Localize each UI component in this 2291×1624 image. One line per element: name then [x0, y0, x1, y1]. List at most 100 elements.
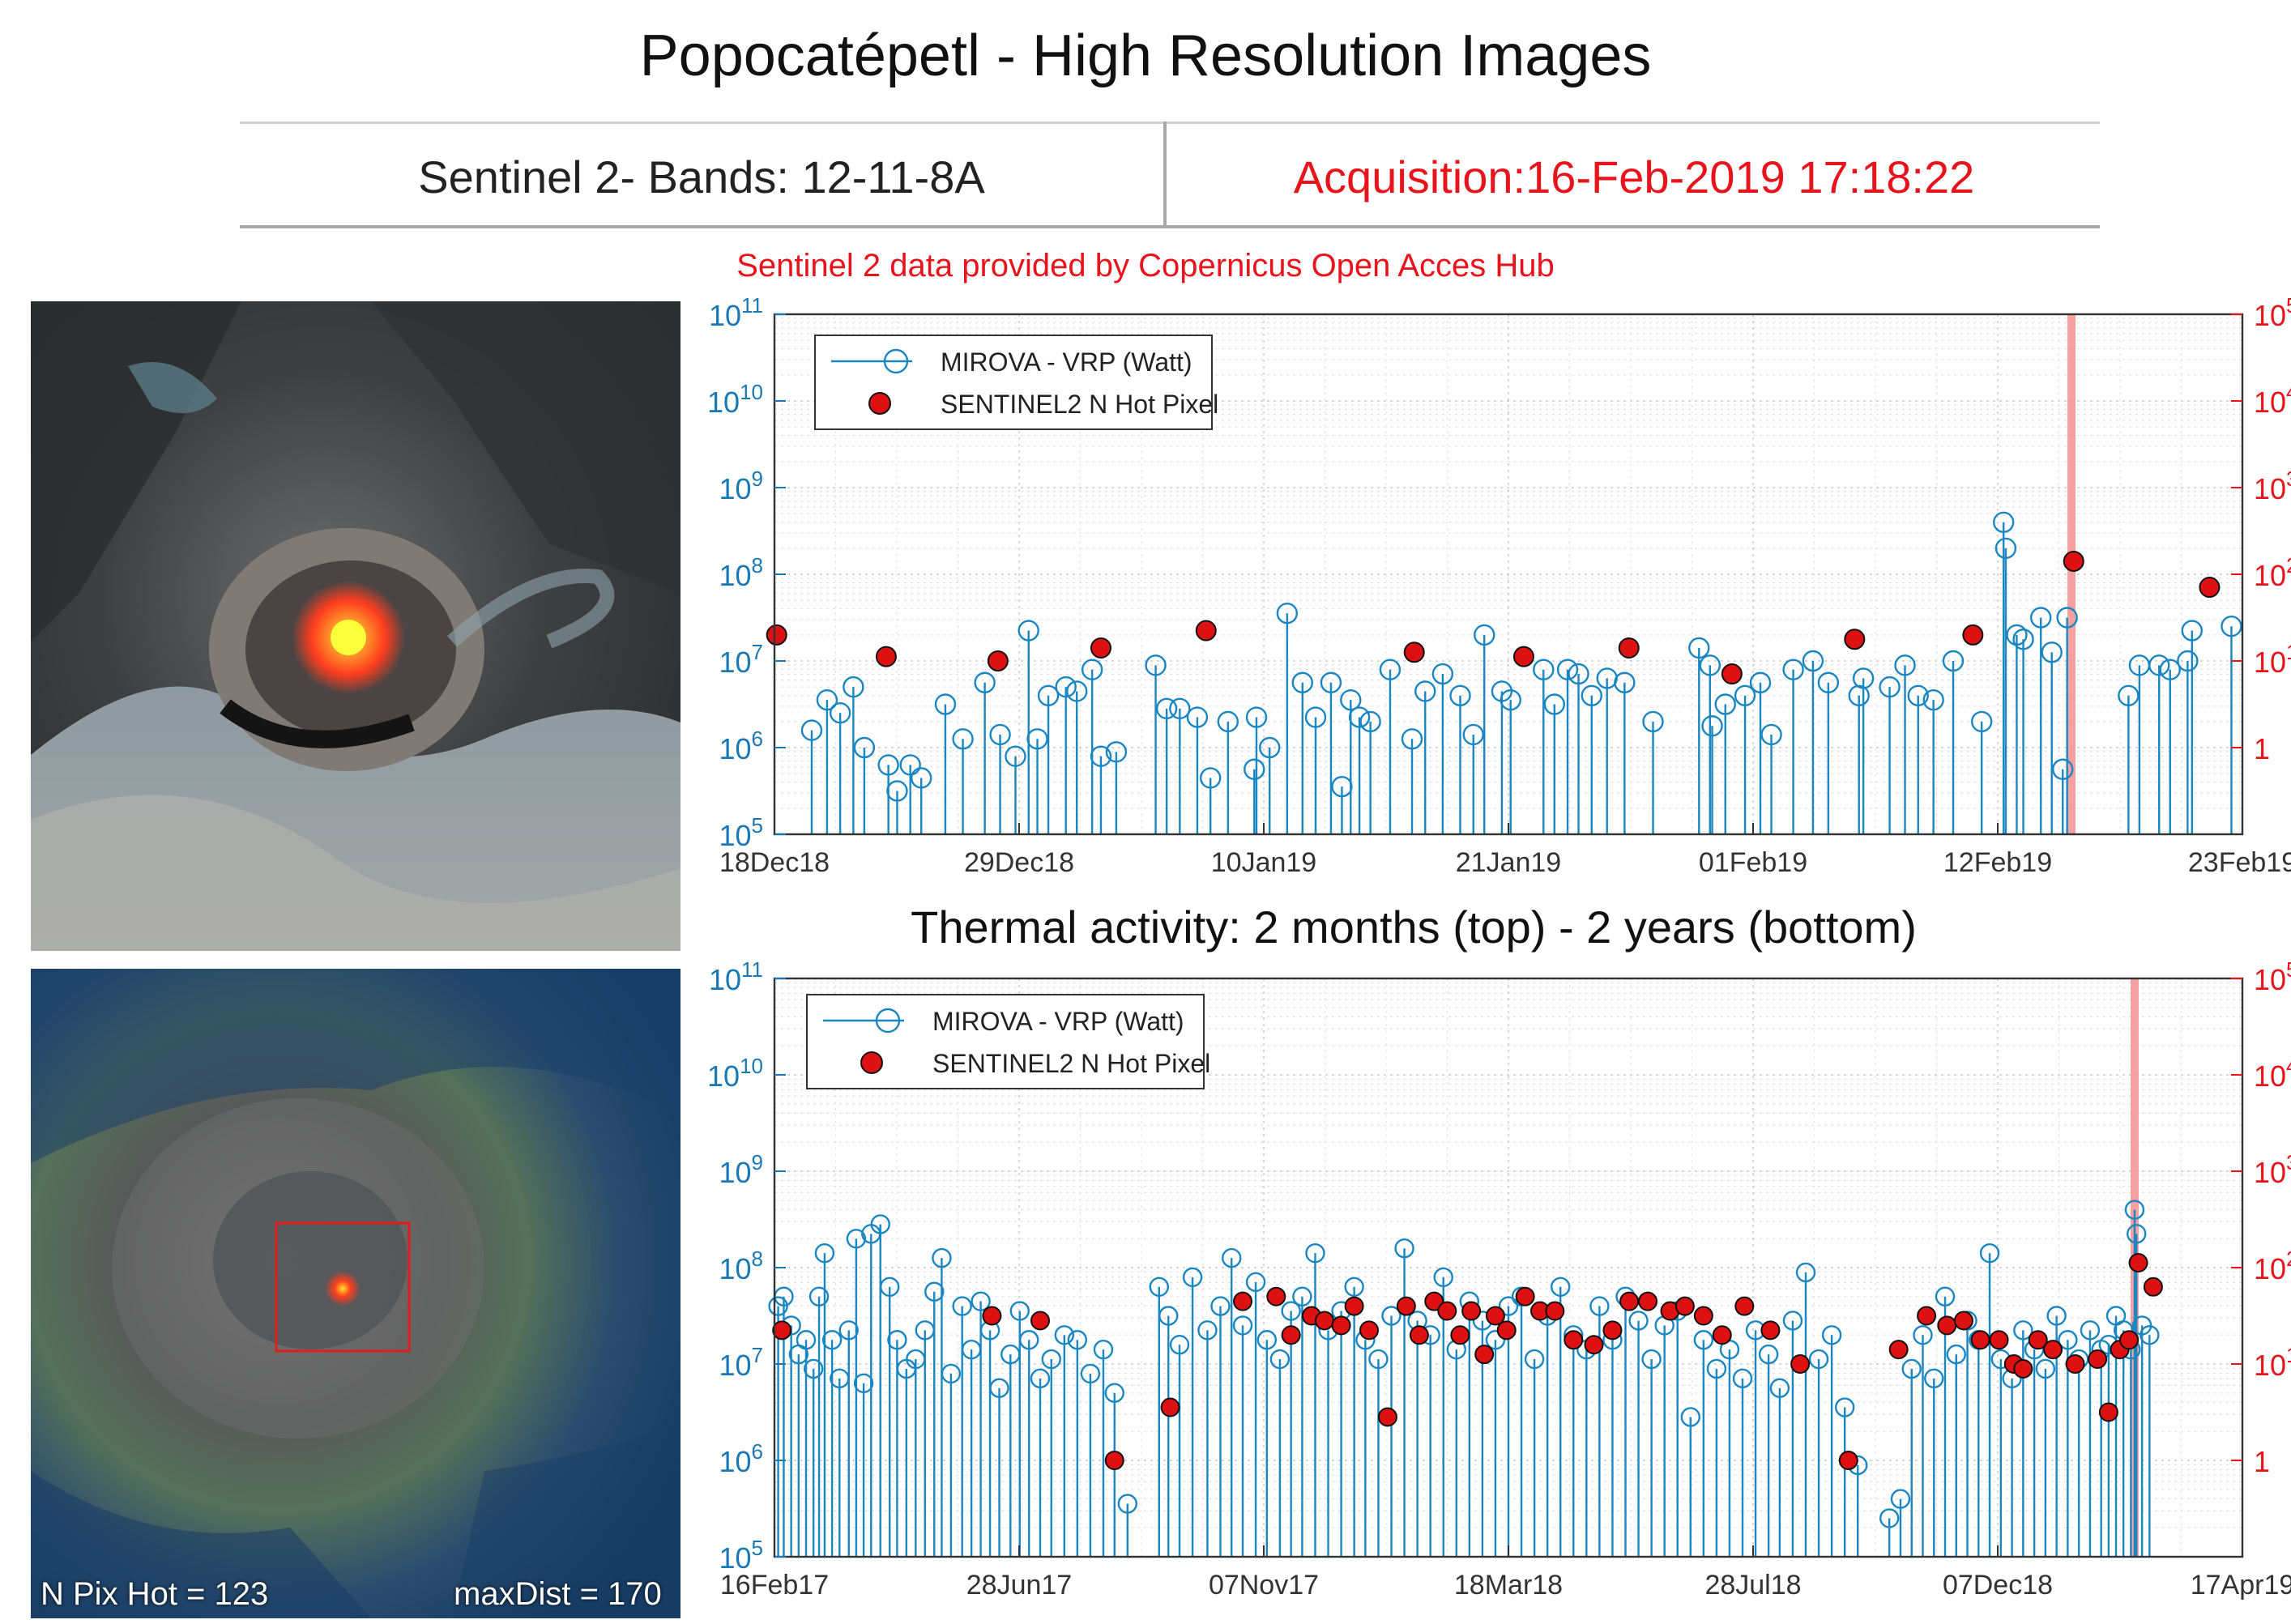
sentinel-point: [1693, 1306, 1713, 1326]
sentinel-point: [1602, 1320, 1623, 1341]
mirova-point: [1879, 1508, 1900, 1528]
sentinel-point: [1564, 1330, 1584, 1350]
sentinel-point: [1838, 1451, 1858, 1470]
mirova-point: [2012, 629, 2034, 650]
mirova-point: [1795, 1262, 1816, 1283]
sentinel-point: [1496, 1320, 1517, 1341]
sentinel-point: [1619, 1291, 1640, 1311]
top-chart: 1051061071081091010101111011021031041051…: [707, 293, 2291, 878]
sentinel-point: [1160, 1397, 1180, 1417]
x-tick-label: 18Dec18: [719, 847, 830, 878]
sentinel-point: [1359, 1320, 1379, 1341]
sentinel-point: [1962, 624, 1984, 646]
mirova-point: [1614, 671, 1636, 693]
mirova-point: [1292, 1286, 1312, 1306]
acquisition-marker: [2067, 314, 2076, 834]
mirova-point: [1890, 1489, 1911, 1509]
x-tick-label: 07Dec18: [1943, 1570, 2053, 1601]
x-tick-label: 01Feb19: [1699, 847, 1807, 878]
mirova-point: [1551, 1277, 1571, 1297]
x-tick-label: 17Apr19: [2191, 1570, 2291, 1601]
mirova-point: [1055, 676, 1077, 698]
mirova-point: [1080, 1363, 1101, 1384]
sentinel-point: [1721, 663, 1743, 685]
mirova-point: [1769, 1378, 1790, 1398]
mirova-point: [1699, 654, 1721, 676]
mirova-point: [853, 736, 876, 759]
mirova-point: [1009, 1301, 1030, 1321]
sentinel-point: [1403, 642, 1425, 663]
y-right-tick-label: 105: [2254, 957, 2291, 996]
mirova-point: [1145, 654, 1167, 676]
mirova-point: [2058, 1330, 2078, 1350]
mirova-point: [934, 693, 957, 715]
sentinel-point: [1953, 1311, 1973, 1331]
mirova-point: [1158, 1306, 1179, 1326]
x-tick-label: 10Jan19: [1211, 847, 1316, 878]
y-left-tick-label: 1011: [709, 957, 763, 996]
sentinel-point: [1090, 637, 1111, 659]
mirova-point: [1500, 688, 1521, 711]
mirova-point: [1245, 706, 1268, 728]
sentinel-point: [1970, 1330, 1990, 1350]
mirova-series: [800, 511, 2242, 834]
legend-sentinel-label: SENTINEL2 N Hot Pixel: [941, 390, 1218, 419]
mirova-point: [1462, 723, 1484, 746]
volcano-overview-image: [31, 969, 680, 1618]
mirova-point: [1090, 745, 1112, 767]
mirova-point: [1259, 736, 1281, 759]
y-left-tick-label: 109: [719, 467, 763, 505]
sentinel-point: [1195, 620, 1217, 642]
mirova-point: [1276, 602, 1299, 624]
y-left-tick-label: 1010: [707, 380, 763, 419]
sentinel-point: [1888, 1340, 1909, 1360]
mirova-point: [800, 719, 823, 741]
mirova-point: [1104, 1383, 1124, 1403]
mirova-point: [1760, 723, 1782, 746]
mirova-point: [1498, 1296, 1519, 1316]
mirova-point: [1556, 659, 1579, 680]
mirova-point: [911, 767, 932, 789]
mirova-point: [821, 1330, 843, 1350]
mirova-point: [870, 1214, 890, 1234]
y-right-tick-label: 101: [2254, 1343, 2291, 1382]
mirova-point: [796, 1330, 817, 1350]
sentinel-point: [1266, 1286, 1286, 1306]
mirova-point: [1946, 1344, 1966, 1365]
mirova-point: [1222, 1247, 1242, 1268]
legend-sentinel-marker: [860, 1051, 883, 1074]
header-divider: [1163, 121, 1167, 228]
y-right-tick-label: 1: [2254, 1445, 2270, 1478]
mirova-point: [1524, 1349, 1545, 1370]
y-left-tick-label: 107: [719, 640, 763, 679]
mirova-point: [1054, 1325, 1075, 1345]
mirova-point: [1979, 1243, 2000, 1264]
mirova-point: [1749, 671, 1772, 693]
sentinel-point: [2065, 1354, 2085, 1374]
mirova-point: [1589, 1296, 1610, 1316]
mirova-point: [1105, 741, 1128, 763]
y-left-tick-label: 1011: [709, 293, 763, 332]
bottom-chart: 1051061071081091010101111011021031041051…: [707, 957, 2291, 1601]
mirova-point: [877, 754, 899, 776]
mirova-point: [1244, 758, 1265, 780]
mirova-point: [1281, 1301, 1301, 1321]
mirova-point: [1320, 671, 1342, 693]
sentinel-point: [1545, 1301, 1565, 1321]
mirova-point: [2118, 684, 2140, 706]
mirova-point: [1256, 1330, 1278, 1350]
mirova-point: [1348, 706, 1371, 728]
sentinel-point: [1734, 1296, 1755, 1316]
sentinel-point: [2143, 1277, 2163, 1297]
mirova-point: [1291, 671, 1313, 693]
mirova-point: [2013, 1320, 2033, 1341]
mirova-point: [1894, 654, 1916, 676]
sentinel-point: [987, 650, 1009, 671]
sentinel-point: [1712, 1325, 1732, 1345]
mirova-point: [838, 1320, 859, 1341]
sentinel-point: [1314, 1311, 1334, 1331]
mirova-point: [1706, 1358, 1727, 1379]
sentinel-point: [2098, 1402, 2118, 1422]
mirova-point: [1449, 684, 1471, 706]
mirova-point: [1474, 624, 1495, 646]
